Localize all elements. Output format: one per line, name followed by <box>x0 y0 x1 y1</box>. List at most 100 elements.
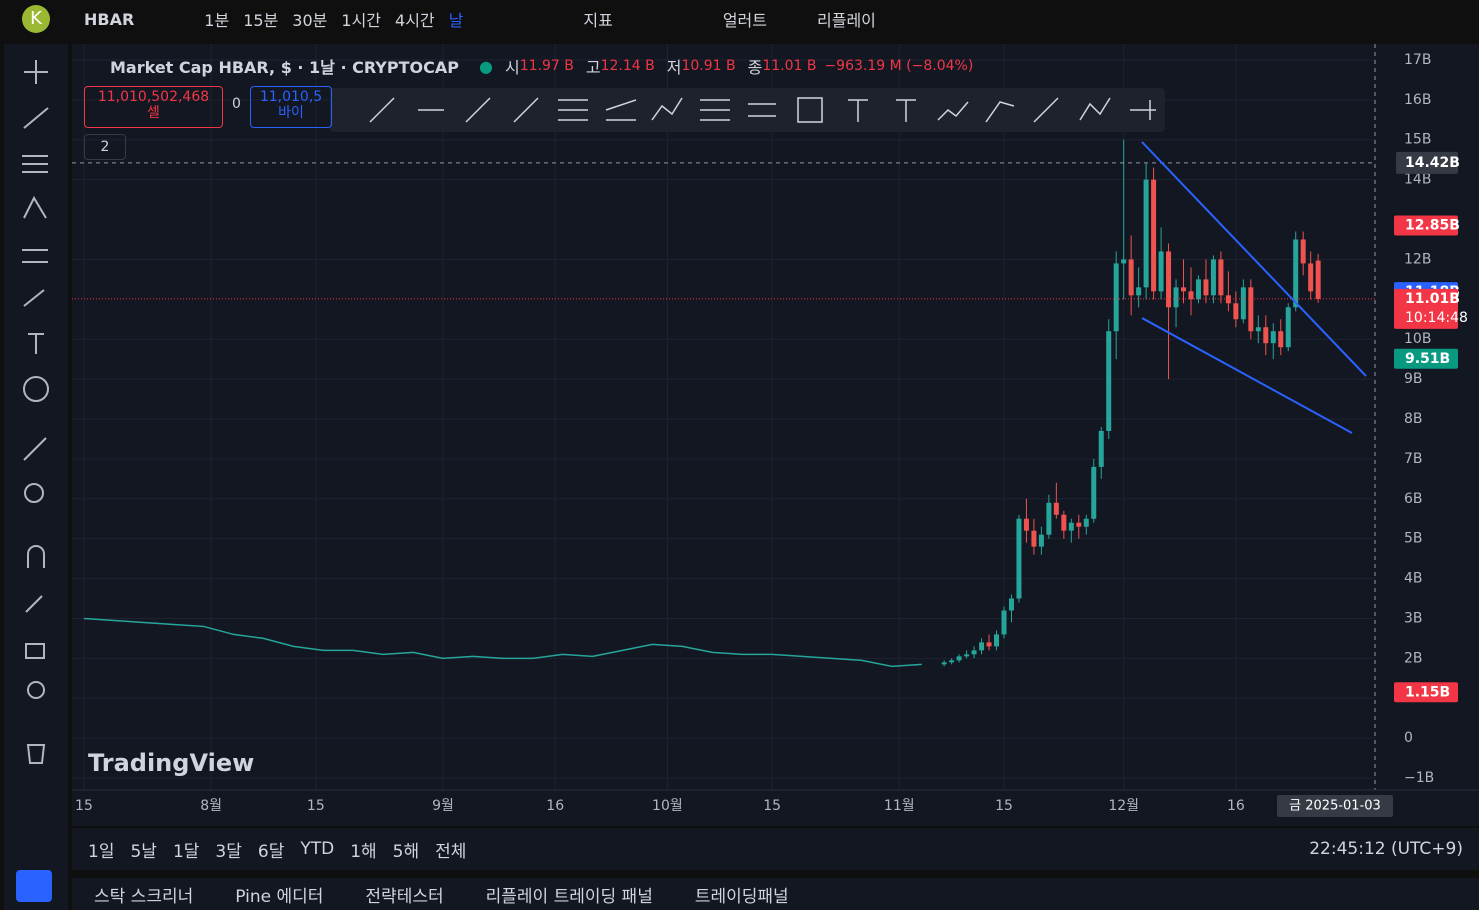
x-tick-label: 12월 <box>1108 798 1139 814</box>
candle-body <box>1181 287 1187 292</box>
tab[interactable]: Pine 에디터 <box>235 886 324 907</box>
x-tick-label: 15 <box>75 798 93 814</box>
range-button[interactable]: 1달 <box>172 841 200 862</box>
interval[interactable]: 날 <box>448 11 464 30</box>
tab[interactable]: 트레이딩패널 <box>694 886 789 907</box>
candle-body <box>1143 179 1149 288</box>
sell-button[interactable]: 11,010,502,468 셀 <box>84 86 223 128</box>
y-tick-label: 14B <box>1404 172 1431 188</box>
x-tick-label: 10월 <box>652 798 683 814</box>
candle-body <box>1278 331 1284 348</box>
x-tick-label: 15 <box>995 798 1013 814</box>
ohlc-value: 12.14 B <box>600 58 655 74</box>
price-badge-label: 11.01B <box>1405 291 1460 307</box>
left-tool-icons <box>22 60 49 764</box>
tab[interactable]: 전략테스터 <box>365 886 444 907</box>
y-tick-label: 6B <box>1404 491 1423 507</box>
crosshair-label: 14.42B <box>1405 155 1460 171</box>
candle-body <box>1031 530 1037 547</box>
candle-body <box>1061 514 1067 531</box>
range-button[interactable]: 5해 <box>392 841 420 862</box>
range-button[interactable]: 5날 <box>130 841 157 862</box>
symbol-search[interactable]: HBAR <box>84 9 135 29</box>
x-tick-label: 15 <box>307 798 325 814</box>
ohlc-label: 저 <box>666 58 682 77</box>
favorites-button[interactable] <box>16 870 52 902</box>
range-button[interactable]: 1해 <box>350 841 377 862</box>
x-tick-label: 11월 <box>884 798 915 814</box>
candle-body <box>1188 291 1194 300</box>
buy-button[interactable]: 11,010,5 바이 <box>250 86 332 128</box>
candle-body <box>1300 239 1306 264</box>
range-button[interactable]: YTD <box>300 839 335 859</box>
buy-price: 11,010,5 <box>259 89 323 105</box>
candle-body <box>1210 259 1216 296</box>
sell-price: 11,010,502,468 <box>97 89 210 105</box>
change: −963.19 M (−8.04%) <box>824 58 974 74</box>
price-badge-label: 9.51B <box>1405 351 1450 367</box>
y-tick-label: 12B <box>1404 251 1431 267</box>
candle-body <box>949 660 955 663</box>
candle-body <box>1008 598 1014 611</box>
collapse-button[interactable]: 2 <box>84 134 126 160</box>
ohlc-label: 고 <box>585 58 601 77</box>
indicators-button[interactable]: 지표 <box>583 11 613 30</box>
bottom-tabs: 스탁 스크리너 Pine 에디터 전략테스터 리플레이 트레이딩 패널 트레이딩패널 <box>72 878 1479 910</box>
tab[interactable]: 스탁 스크리너 <box>94 886 194 907</box>
interval[interactable]: 1분 <box>204 11 230 30</box>
range-button[interactable]: 1일 <box>88 841 115 862</box>
interval[interactable]: 1시간 <box>341 11 382 30</box>
price-badge <box>1394 288 1458 329</box>
interval[interactable]: 15분 <box>243 11 279 30</box>
candle-body <box>1068 522 1074 531</box>
candle-body <box>1173 287 1179 308</box>
price-badge-label: 12.85B <box>1405 218 1460 234</box>
x-tick-label: 16 <box>1227 798 1245 814</box>
interval[interactable]: 30분 <box>292 11 328 30</box>
tab[interactable]: 리플레이 트레이딩 패널 <box>485 886 653 907</box>
candle-body <box>1270 331 1276 344</box>
candle-body <box>1128 259 1134 296</box>
candle-body <box>1136 287 1142 296</box>
candle-body <box>1023 518 1029 531</box>
candle-body <box>994 634 1000 647</box>
avatar[interactable]: K <box>22 5 50 33</box>
candle-body <box>1315 260 1321 299</box>
candle-body <box>1255 327 1261 332</box>
trend-line[interactable] <box>1141 317 1353 434</box>
sell-label: 셀 <box>147 105 160 121</box>
candle-body <box>1308 263 1314 292</box>
candle-body <box>1001 610 1007 635</box>
candle-body <box>971 650 977 655</box>
legend-title: Market Cap HBAR, $ · 1날 · CRYPTOCAP <box>110 58 459 77</box>
candle-body <box>1240 287 1246 320</box>
price-badge-label: 1.15B <box>1405 684 1450 700</box>
alert-button[interactable]: 얼러트 <box>722 11 767 30</box>
candle-body <box>1233 303 1239 320</box>
candle-body <box>1151 179 1157 292</box>
y-tick-label: 7B <box>1404 451 1423 467</box>
candle-body <box>1195 279 1201 300</box>
y-tick-label: −1B <box>1404 770 1434 786</box>
range-button[interactable]: 6달 <box>257 841 285 862</box>
range-button[interactable]: 3달 <box>215 841 242 862</box>
clock: 22:45:12 (UTC+9) <box>1309 839 1463 859</box>
trend-line[interactable] <box>1141 141 1367 377</box>
chart: 17B16B15B14B12B10B9B8B7B6B5B4B3B2B1B0−1B… <box>22 44 1479 817</box>
candle-body <box>1166 251 1172 308</box>
interval[interactable]: 4시간 <box>395 11 435 30</box>
ohlc-label: 시 <box>504 58 520 77</box>
x-tick-label: 9월 <box>432 798 454 814</box>
drawing-toolbar <box>4 44 68 910</box>
y-tick-label: 16B <box>1404 92 1431 108</box>
range-bar: 1일 5날 1달 3달 6달 YTD 1해 5해 전체 22:45:12 (UTC+9) <box>72 828 1479 870</box>
replay-button[interactable]: 리플레이 <box>817 11 876 30</box>
range-button[interactable]: 전체 <box>435 841 467 862</box>
candle-body <box>941 662 947 665</box>
plot: 17B16B15B14B12B10B9B8B7B6B5B4B3B2B1B0−1B… <box>72 44 1468 817</box>
candle-body <box>1248 287 1254 332</box>
y-tick-label: 9B <box>1404 371 1423 387</box>
candle-body <box>1203 279 1209 296</box>
candle-body <box>1121 259 1127 264</box>
